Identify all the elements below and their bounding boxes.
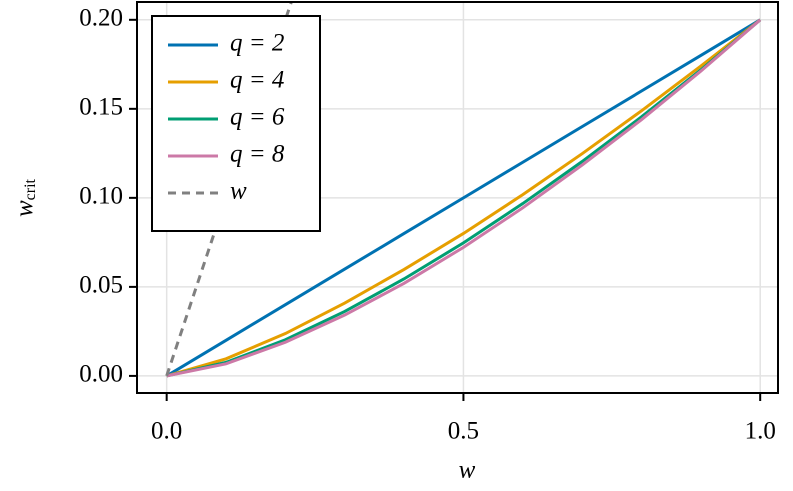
legend: q = 2 q = 4 q = 6 q = 8 w: [151, 15, 321, 232]
x-tick-label: 0.5: [448, 418, 479, 445]
series-line: [165, 18, 761, 378]
y-tick-label: 0.10: [79, 183, 123, 210]
y-tick-label: 0.20: [79, 5, 123, 32]
y-tick-label: 0.00: [79, 361, 123, 388]
series-line: [166, 18, 762, 378]
legend-label: w: [230, 178, 247, 205]
legend-box: [151, 15, 321, 232]
x-tick-label: 1.0: [745, 418, 776, 445]
ticks: 0.0 0.5 1.0 0.00 0.05 0.10 0.15 0.20: [79, 5, 776, 445]
legend-label: q = 2: [230, 30, 284, 57]
y-tick-label: 0.05: [79, 272, 123, 299]
legend-label: q = 6: [230, 104, 285, 131]
series-line: [166, 18, 762, 378]
y-label-main: w: [11, 200, 38, 217]
y-label-sub: crit: [22, 178, 39, 200]
x-tick-label: 0.0: [151, 418, 182, 445]
y-axis-label: wcrit: [11, 178, 39, 217]
legend-label: q = 8: [230, 141, 285, 168]
y-tick-label: 0.15: [79, 94, 123, 121]
legend-label: q = 4: [230, 67, 284, 94]
series-line: [166, 18, 762, 378]
x-axis-label: w: [459, 457, 476, 484]
